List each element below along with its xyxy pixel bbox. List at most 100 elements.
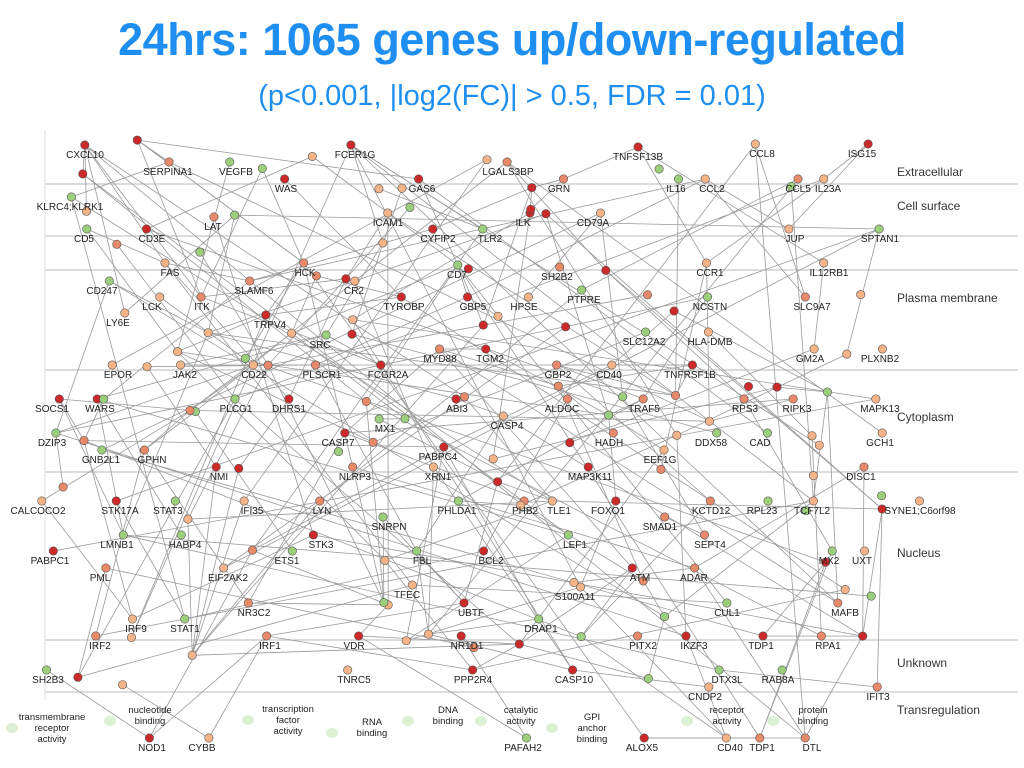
- gene-node[interactable]: [170, 496, 180, 506]
- gene-node[interactable]: [451, 394, 461, 404]
- gene-node[interactable]: [245, 276, 255, 286]
- gene-node[interactable]: [374, 414, 384, 424]
- gene-node[interactable]: [284, 394, 294, 404]
- gene-node[interactable]: [743, 381, 753, 391]
- gene-node[interactable]: [439, 442, 449, 452]
- gene-node[interactable]: [699, 530, 709, 540]
- gene-node[interactable]: [321, 330, 331, 340]
- gene-node[interactable]: [41, 665, 51, 675]
- gene-node[interactable]: [552, 360, 562, 370]
- gene-node[interactable]: [128, 614, 138, 624]
- gene-node[interactable]: [638, 576, 648, 586]
- gene-node[interactable]: [354, 631, 364, 641]
- gene-node[interactable]: [703, 327, 713, 337]
- gene-node[interactable]: [493, 477, 503, 487]
- gene-node[interactable]: [155, 292, 165, 302]
- gene-node[interactable]: [118, 680, 128, 690]
- gene-node[interactable]: [383, 208, 393, 218]
- gene-node[interactable]: [361, 396, 371, 406]
- gene-node[interactable]: [607, 360, 617, 370]
- gene-node[interactable]: [534, 614, 544, 624]
- gene-node[interactable]: [681, 631, 691, 641]
- gene-node[interactable]: [287, 328, 297, 338]
- gene-node[interactable]: [51, 428, 61, 438]
- gene-node[interactable]: [859, 462, 869, 472]
- gene-node[interactable]: [563, 530, 573, 540]
- gene-node[interactable]: [541, 209, 551, 219]
- gene-node[interactable]: [516, 500, 526, 510]
- gene-node[interactable]: [690, 563, 700, 573]
- gene-node[interactable]: [101, 563, 111, 573]
- gene-node[interactable]: [553, 381, 563, 391]
- gene-node[interactable]: [561, 322, 571, 332]
- gene-node[interactable]: [555, 262, 565, 272]
- gene-node[interactable]: [871, 394, 881, 404]
- gene-node[interactable]: [872, 682, 882, 692]
- gene-node[interactable]: [577, 285, 587, 295]
- gene-node[interactable]: [230, 210, 240, 220]
- gene-node[interactable]: [234, 463, 244, 473]
- gene-node[interactable]: [498, 411, 508, 421]
- gene-node[interactable]: [633, 142, 643, 152]
- gene-node[interactable]: [456, 631, 466, 641]
- gene-node[interactable]: [611, 496, 621, 506]
- gene-node[interactable]: [173, 347, 183, 357]
- gene-node[interactable]: [347, 329, 357, 339]
- gene-node[interactable]: [463, 264, 473, 274]
- gene-node[interactable]: [856, 290, 866, 300]
- gene-node[interactable]: [91, 631, 101, 641]
- gene-node[interactable]: [107, 360, 117, 370]
- gene-node[interactable]: [801, 506, 811, 516]
- gene-node[interactable]: [712, 428, 722, 438]
- gene-node[interactable]: [670, 390, 680, 400]
- gene-node[interactable]: [142, 362, 152, 372]
- gene-node[interactable]: [287, 546, 297, 556]
- gene-node[interactable]: [397, 183, 407, 193]
- gene-node[interactable]: [604, 410, 614, 420]
- gene-node[interactable]: [211, 462, 221, 472]
- gene-node[interactable]: [453, 260, 463, 270]
- gene-node[interactable]: [478, 224, 488, 234]
- gene-node[interactable]: [633, 631, 643, 641]
- gene-node[interactable]: [412, 546, 422, 556]
- gene-node[interactable]: [808, 471, 818, 481]
- gene-node[interactable]: [793, 174, 803, 184]
- gene-node[interactable]: [428, 224, 438, 234]
- gene-node[interactable]: [877, 491, 887, 501]
- gene-node[interactable]: [311, 271, 321, 281]
- gene-node[interactable]: [526, 204, 536, 214]
- gene-node[interactable]: [79, 436, 89, 446]
- gene-node[interactable]: [176, 360, 186, 370]
- gene-node[interactable]: [672, 430, 682, 440]
- gene-node[interactable]: [350, 276, 360, 286]
- gene-node[interactable]: [230, 394, 240, 404]
- gene-node[interactable]: [502, 157, 512, 167]
- gene-node[interactable]: [195, 247, 205, 257]
- gene-node[interactable]: [521, 733, 531, 743]
- gene-node[interactable]: [858, 631, 868, 641]
- gene-node[interactable]: [654, 164, 664, 174]
- gene-node[interactable]: [379, 598, 389, 608]
- gene-node[interactable]: [874, 224, 884, 234]
- gene-node[interactable]: [378, 238, 388, 248]
- gene-node[interactable]: [568, 665, 578, 675]
- gene-node[interactable]: [78, 169, 88, 179]
- gene-node[interactable]: [722, 598, 732, 608]
- gene-node[interactable]: [407, 580, 417, 590]
- gene-node[interactable]: [380, 555, 390, 565]
- gene-node[interactable]: [120, 308, 130, 318]
- gene-node[interactable]: [176, 530, 186, 540]
- gene-node[interactable]: [142, 224, 152, 234]
- gene-node[interactable]: [261, 310, 271, 320]
- gene-node[interactable]: [468, 665, 478, 675]
- gene-node[interactable]: [280, 174, 290, 184]
- gene-node[interactable]: [822, 387, 832, 397]
- gene-node[interactable]: [459, 392, 469, 402]
- gene-node[interactable]: [378, 512, 388, 522]
- gene-node[interactable]: [374, 184, 384, 194]
- gene-node[interactable]: [641, 327, 651, 337]
- gene-node[interactable]: [527, 183, 537, 193]
- gene-node[interactable]: [750, 139, 760, 149]
- gene-node[interactable]: [575, 582, 585, 592]
- gene-node[interactable]: [701, 258, 711, 268]
